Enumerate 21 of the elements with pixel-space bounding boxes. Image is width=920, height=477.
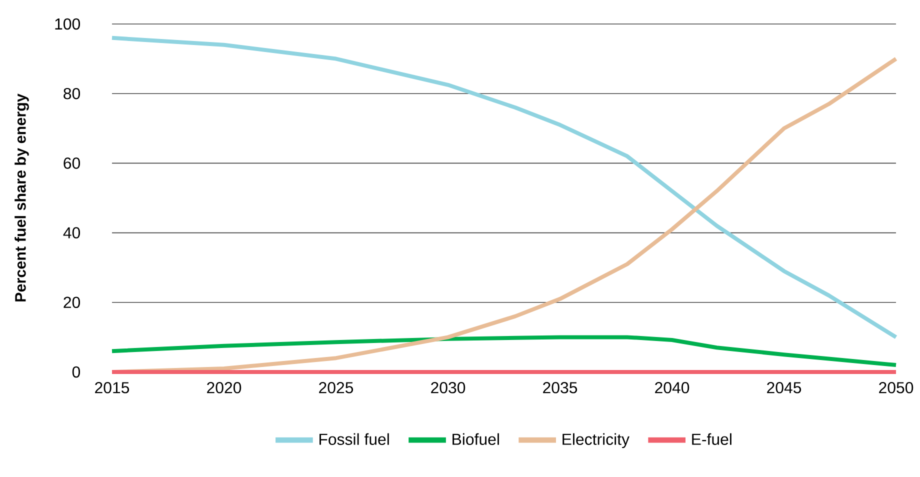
line-series (110, 335, 898, 368)
x-tick-label: 2040 (655, 382, 690, 394)
x-tick-label: 2020 (207, 382, 242, 394)
legend-label: Fossil fuel (320, 433, 389, 445)
x-tick-label: 2050 (879, 382, 914, 394)
legend-label: Electricity (562, 433, 630, 448)
x-tick-label: 2035 (543, 382, 578, 394)
y-tick-label: 20 (64, 296, 80, 308)
y-tick-label: 40 (63, 227, 80, 238)
x-tick-label: 2030 (431, 382, 466, 394)
y-tick-label: 0 (72, 366, 80, 378)
x-tick-label: 2045 (767, 382, 802, 394)
y-tick-label: 60 (64, 158, 80, 169)
legend-label: E-fuel (692, 433, 732, 445)
y-tick-label: 100 (55, 18, 80, 30)
legend-label: Biofuel (452, 433, 499, 445)
line-series (110, 36, 898, 340)
y-axis-title: Percent fuel share by energy (14, 94, 29, 302)
x-tick-label: 2015 (95, 382, 130, 394)
x-tick-label: 2025 (319, 382, 354, 394)
y-tick-label: 80 (64, 88, 80, 100)
